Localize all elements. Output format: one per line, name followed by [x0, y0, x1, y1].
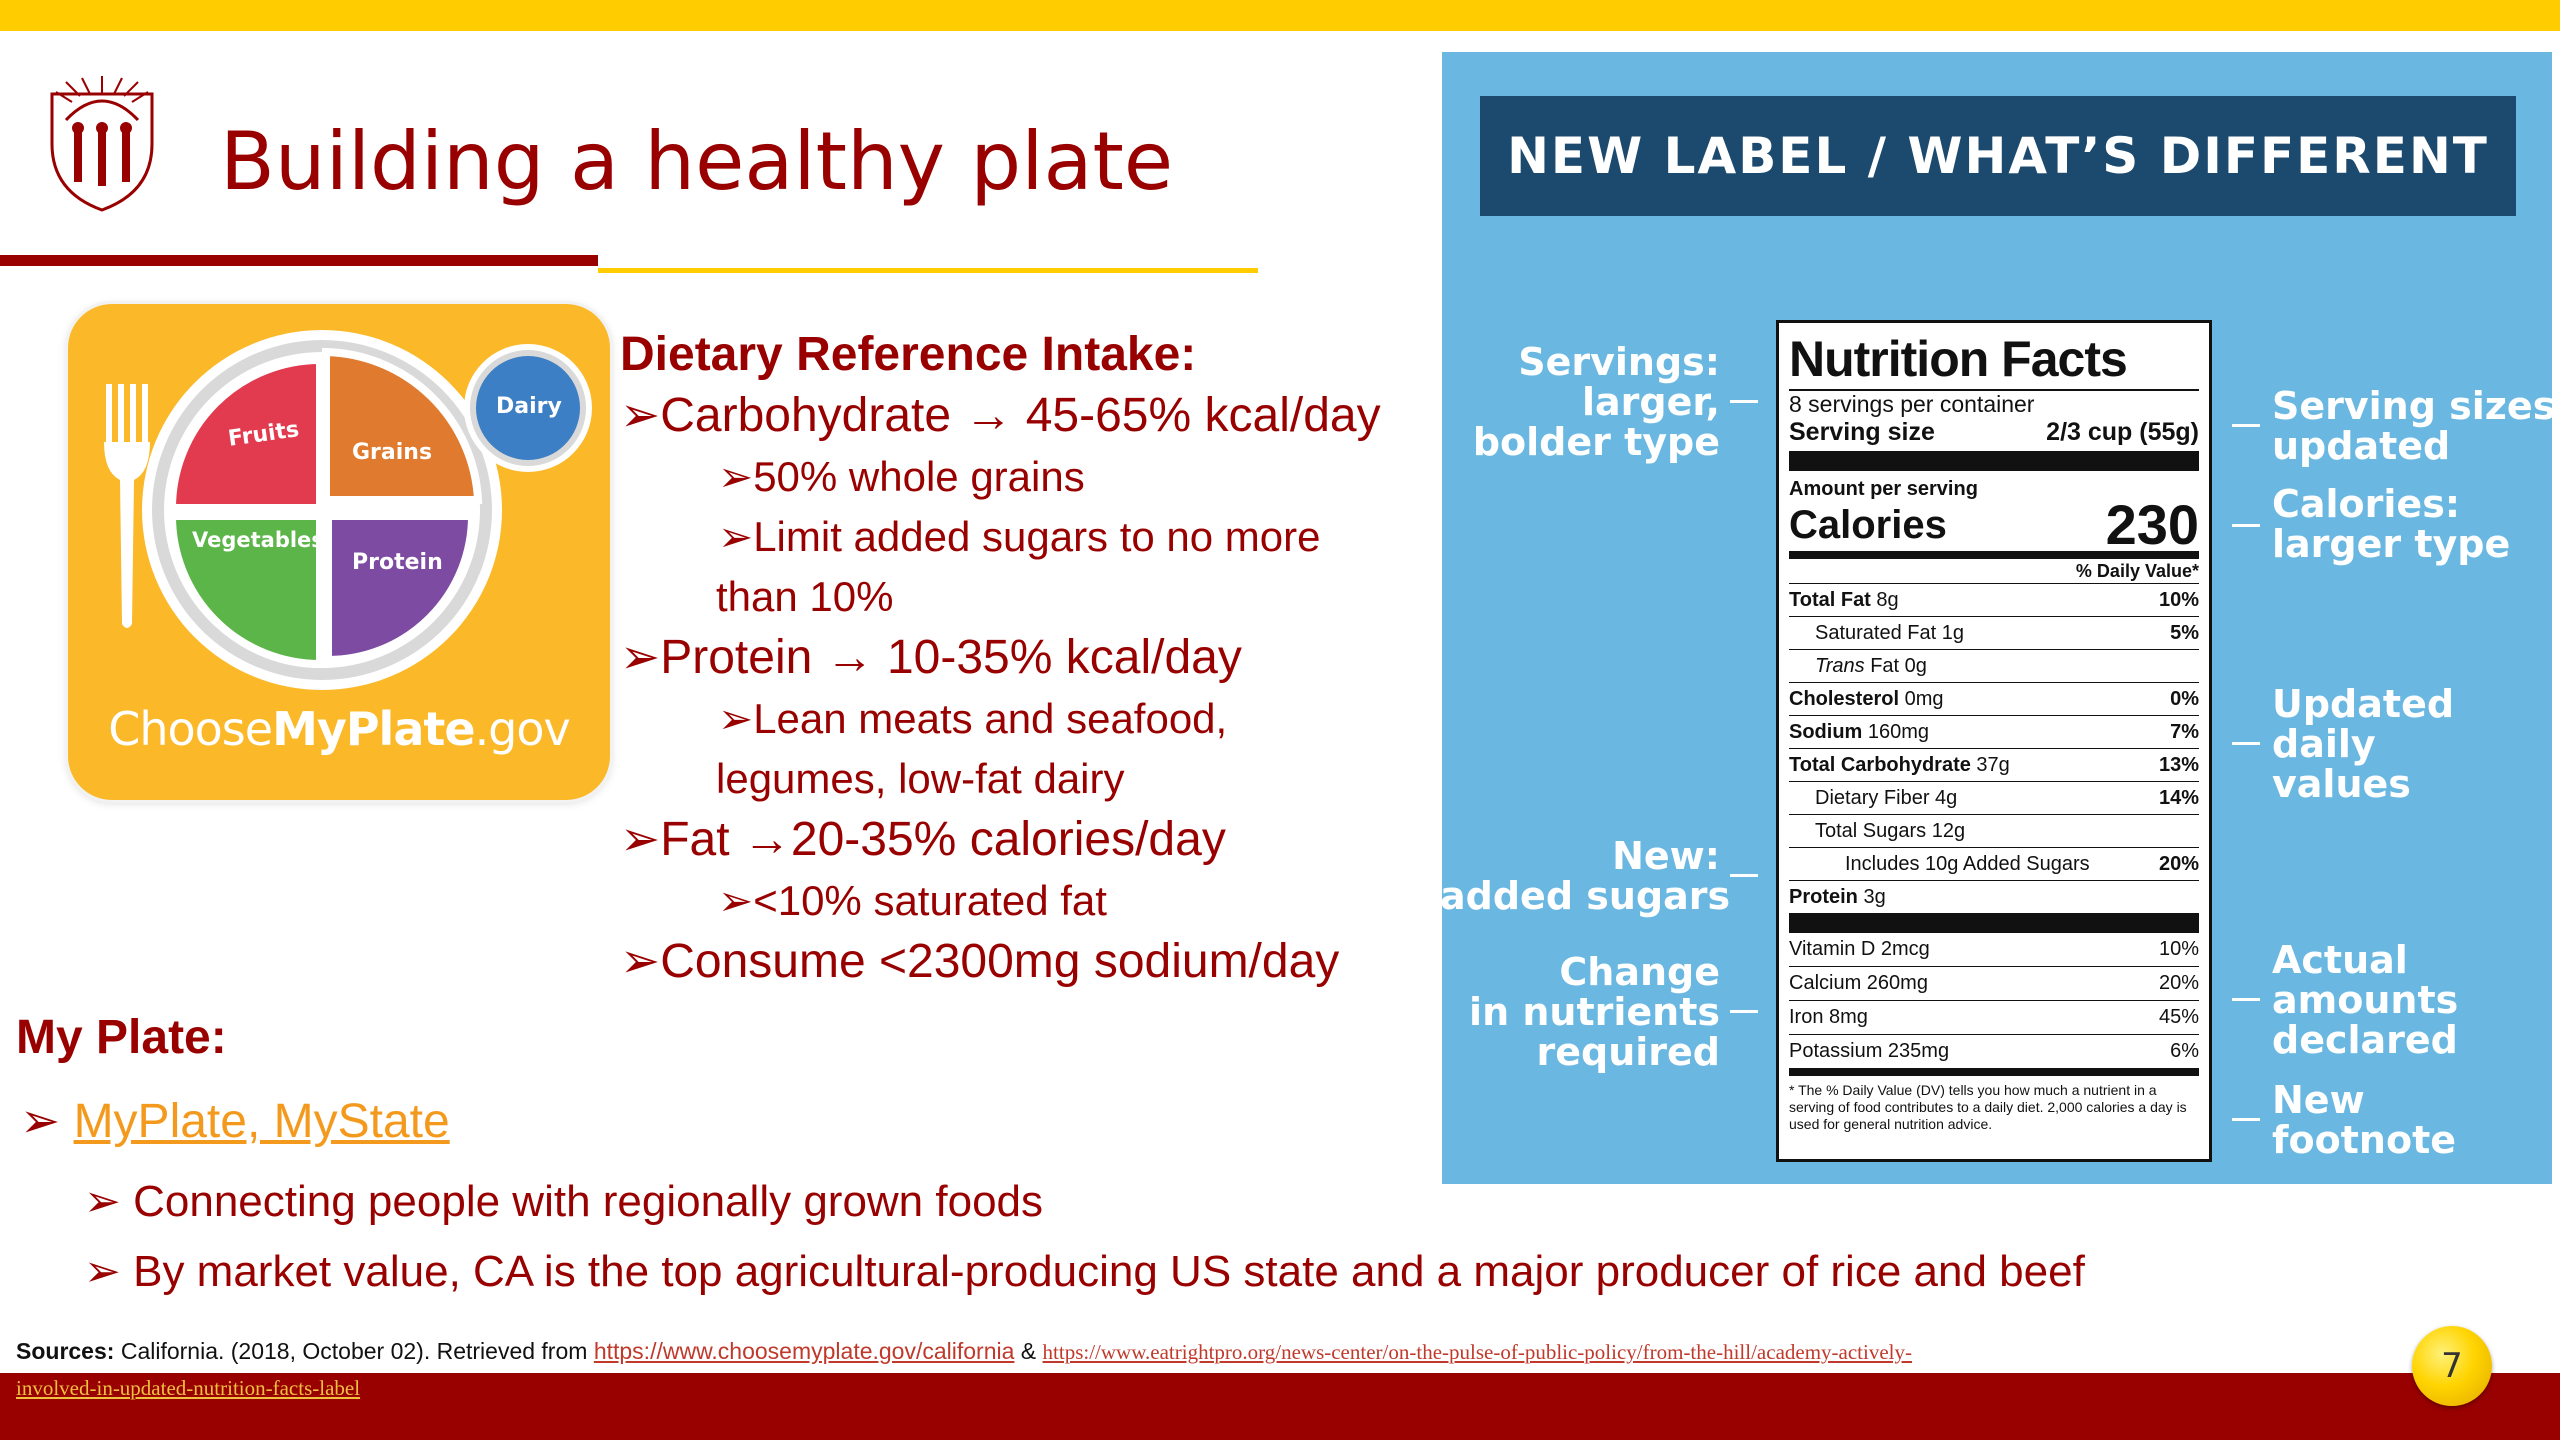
slide-title: Building a healthy plate	[220, 115, 1174, 208]
callout-tick	[1730, 874, 1758, 877]
myplate-vegetables-label: Vegetables	[192, 528, 324, 552]
university-seal-icon	[50, 76, 154, 212]
sources-line: Sources: California. (2018, October 02).…	[16, 1338, 1912, 1364]
title-rule-gold	[598, 268, 1258, 273]
bullet-arrow: ➢	[20, 1095, 61, 1148]
nf-serving-size: Serving size 2/3 cup (55g)	[1789, 418, 2199, 446]
myplate-graphic	[104, 330, 592, 690]
source-link-eatright[interactable]: https://www.eatrightpro.org/news-center/…	[1042, 1340, 1912, 1364]
nf-servings-per-container: 8 servings per container	[1789, 391, 2035, 417]
callout-footnote: New footnote	[2272, 1078, 2457, 1162]
nf-row-dietary-fiber: Dietary Fiber 4g 14%	[1789, 782, 2199, 815]
fork-icon	[104, 384, 150, 628]
dri-line: ➢50% whole grains	[718, 453, 1085, 500]
callout-serving-sizes: Serving sizes updated	[2272, 384, 2556, 468]
callout-tick	[2232, 1118, 2260, 1121]
callout-servings: Servings: larger, bolder type	[1472, 340, 1720, 464]
source-link-eatright-cont[interactable]: involved-in-updated-nutrition-facts-labe…	[16, 1376, 361, 1400]
myplate-grains-label: Grains	[352, 440, 433, 465]
dri-line: legumes, low-fat dairy	[716, 755, 1125, 802]
nf-row-cholesterol: Cholesterol 0mg 0%	[1789, 683, 2199, 716]
choosemyplate-brand: ChooseMyPlate.gov	[108, 702, 571, 756]
nf-row-sodium: Sodium 160mg 7%	[1789, 716, 2199, 749]
callout-tick	[2232, 524, 2260, 527]
dri-line: ➢Fat →20-35% calories/day	[620, 813, 1226, 866]
callout-added-sugars: New: added sugars	[1440, 834, 1731, 918]
callout-tick	[2232, 742, 2260, 745]
nf-row-vitamin-d: Vitamin D 2mcg 10%	[1789, 933, 2199, 967]
nf-amount-per-serving: Amount per serving	[1789, 478, 1978, 500]
myplate-image: Fruits Grains Vegetables Protein Dairy C…	[68, 304, 610, 800]
dri-line: ➢Consume <2300mg sodium/day	[620, 935, 1340, 988]
new-label-banner: NEW LABEL / WHAT’S DIFFERENT	[1480, 96, 2516, 216]
dri-line: ➢<10% saturated fat	[718, 877, 1107, 924]
dri-line: ➢Limit added sugars to no more	[718, 513, 1321, 560]
myplate-protein-label: Protein	[352, 550, 443, 575]
nf-row-trans-fat: Trans Fat 0g	[1789, 650, 2199, 683]
dri-heading: Dietary Reference Intake:	[620, 328, 1197, 381]
top-accent-bar	[0, 0, 2560, 31]
nf-calories: Calories 230	[1789, 493, 2199, 556]
bottom-accent-bar	[0, 1373, 2560, 1440]
dri-block: Dietary Reference Intake: ➢Carbohydrate …	[620, 325, 1381, 993]
callout-actual-amounts: Actual amounts declared	[2272, 938, 2459, 1062]
myplate-heading: My Plate:	[16, 1011, 227, 1064]
nf-row-total-fat: Total Fat 8g 10%	[1789, 584, 2199, 617]
callout-tick	[1730, 400, 1758, 403]
myplate-item: ➢ Connecting people with regionally grow…	[84, 1177, 1044, 1226]
dri-line: ➢Carbohydrate → 45-65% kcal/day	[620, 389, 1381, 442]
myplate-dairy-label: Dairy	[496, 394, 562, 419]
callout-tick	[2232, 998, 2260, 1001]
nf-row-protein: Protein 3g	[1789, 886, 1886, 908]
callout-tick	[2232, 424, 2260, 427]
dri-line: ➢Protein → 10-35% kcal/day	[620, 631, 1242, 684]
nf-row-iron: Iron 8mg 45%	[1789, 1001, 2199, 1035]
title-rule-red	[0, 255, 598, 266]
nf-row-calcium: Calcium 260mg 20%	[1789, 967, 2199, 1001]
nf-title: Nutrition Facts	[1789, 331, 2128, 387]
callout-daily-values: Updated daily values	[2272, 682, 2455, 806]
nf-row-potassium: Potassium 235mg 6%	[1789, 1040, 2199, 1062]
nf-row-saturated-fat: Saturated Fat 1g 5%	[1789, 617, 2199, 650]
callout-tick	[1730, 1010, 1758, 1013]
dri-line: ➢Lean meats and seafood,	[718, 695, 1228, 742]
nutrition-facts-label: Nutrition Facts 8 servings per container…	[1776, 320, 2212, 1162]
nf-footnote: * The % Daily Value (DV) tells you how m…	[1789, 1082, 2187, 1132]
nf-row-total-carbohydrate: Total Carbohydrate 37g 13%	[1789, 749, 2199, 782]
callout-nutrients-required: Change in nutrients required	[1469, 950, 1720, 1074]
page-number-badge: 7	[2412, 1326, 2492, 1406]
nf-dv-header: % Daily Value*	[1789, 559, 2199, 584]
callout-calories: Calories: larger type	[2272, 482, 2511, 566]
myplate-item: ➢ By market value, CA is the top agricul…	[84, 1247, 2085, 1296]
nf-row-total-sugars: Total Sugars 12g	[1789, 815, 2199, 848]
nf-row-added-sugars: Includes 10g Added Sugars 20%	[1789, 848, 2199, 881]
myplate-link-row: ➢ MyPlate, MyState	[20, 1093, 450, 1149]
dri-line: than 10%	[716, 573, 894, 620]
source-link-choosemyplate[interactable]: https://www.choosemyplate.gov/california	[593, 1338, 1015, 1364]
myplate-mystate-link[interactable]: MyPlate, MyState	[73, 1095, 450, 1148]
